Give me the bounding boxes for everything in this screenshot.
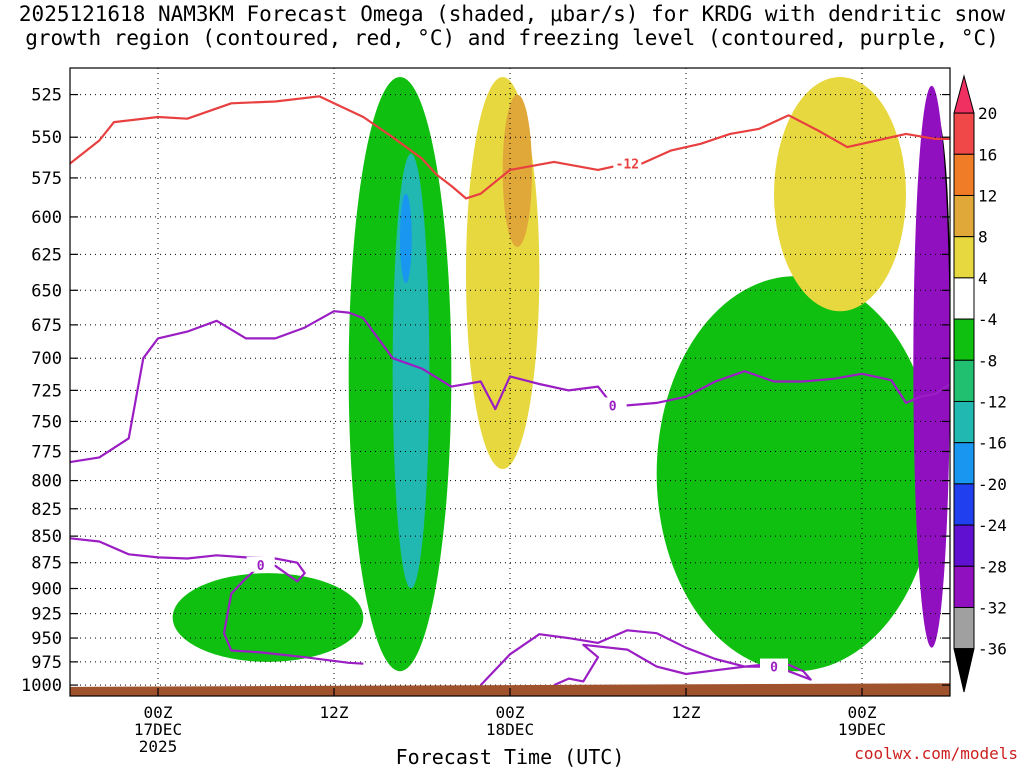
colorbar-label-9: -20	[978, 475, 1007, 494]
x-tick-label-18-0: 12Z	[320, 703, 349, 722]
chart-title-line-1: 2025121618 NAM3KM Forecast Omega (shaded…	[18, 2, 1006, 26]
y-tick-label-875: 875	[31, 554, 62, 574]
x-tick-label-30-1: 18DEC	[486, 720, 534, 739]
contour-label-bg-3	[246, 556, 275, 572]
colorbar-label-7: -12	[978, 392, 1007, 411]
x-tick-label-6-1: 17DEC	[134, 720, 182, 739]
colorbar-label-6: -8	[978, 351, 997, 370]
y-tick-label-825: 825	[31, 500, 62, 520]
colorbar-label-8: -16	[978, 434, 1007, 453]
omega-shading-layer	[172, 76, 950, 672]
y-tick-label-550: 550	[31, 128, 62, 148]
x-axis-label: Forecast Time (UTC)	[396, 745, 625, 768]
colorbar-swatch-7	[953, 359, 975, 402]
colorbar-swatch-1	[953, 112, 975, 155]
credit-text: coolwx.com/models	[854, 744, 1018, 763]
colorbar-swatch-11	[953, 524, 975, 567]
colorbar-swatch-4	[953, 236, 975, 279]
contour-label-4: 0	[770, 661, 778, 676]
contour-line-1	[70, 95, 950, 200]
chart-title-line-2: growth region (contoured, red, °C) and f…	[25, 26, 999, 50]
y-tick-label-950: 950	[31, 629, 62, 649]
omega-region-3	[400, 193, 412, 284]
y-tick-label-750: 750	[31, 412, 62, 432]
colorbar-swatch-8	[953, 400, 975, 444]
y-axis: 525 550 575 600 625 650 675 700 725 750 775 800 825 8…	[21, 86, 950, 696]
x-tick-label-6-0: 00Z	[144, 703, 173, 722]
colorbar-swatch-6	[953, 318, 975, 361]
colorbar-swatch-5	[953, 277, 975, 320]
colorbar-label-10: -24	[978, 516, 1007, 535]
y-tick-label-850: 850	[31, 527, 62, 547]
x-tick-label-30-0: 00Z	[496, 703, 525, 722]
contour-label-1: -12	[616, 157, 639, 172]
omega-region-9	[502, 94, 532, 247]
colorbar-label-11: -28	[978, 557, 1007, 576]
y-tick-label-925: 925	[31, 605, 62, 625]
omega-region-4	[172, 573, 364, 662]
colorbar-swatch-12	[953, 565, 975, 608]
omega-region-5	[656, 276, 936, 672]
y-tick-label-975: 975	[31, 653, 62, 673]
y-tick-label-675: 675	[31, 316, 62, 336]
contour-label-3: 0	[257, 559, 265, 574]
colorbar-label-1: 16	[978, 145, 997, 164]
contour-line-2	[70, 310, 950, 464]
colorbar-label-5: -4	[978, 310, 997, 329]
colorbar-label-12: -32	[978, 598, 1007, 617]
colorbar: 20 16 12 8 4 -4 -8 -12 -16 -20 -24 -28 -32 -36	[953, 74, 1007, 693]
contour-layer: -12 0 0 0	[70, 95, 950, 687]
colorbar-label-13: -36	[978, 640, 1007, 659]
x-tick-label-42-0: 12Z	[672, 703, 701, 722]
x-tick-label-54-1: 19DEC	[838, 720, 886, 739]
y-tick-label-775: 775	[31, 442, 62, 462]
colorbar-label-4: 4	[978, 269, 988, 288]
contour-line-3	[70, 537, 364, 665]
x-tick-label-54-0: 00Z	[848, 703, 877, 722]
colorbar-swatch-3	[953, 194, 975, 238]
y-tick-label-900: 900	[31, 580, 62, 600]
contour-label-bg-1	[613, 155, 642, 171]
y-tick-label-725: 725	[31, 381, 62, 401]
contour-line-4	[479, 629, 812, 687]
y-tick-label-600: 600	[31, 208, 62, 228]
colorbar-swatch-9	[953, 442, 975, 485]
colorbar-swatch-2	[953, 153, 975, 196]
y-tick-label-525: 525	[31, 86, 62, 106]
colorbar-cap-bottom	[953, 648, 975, 693]
colorbar-swatch-13	[953, 606, 975, 650]
y-tick-label-700: 700	[31, 349, 62, 369]
colorbar-swatch-10	[953, 483, 975, 526]
x-tick-label-6-2: 2025	[139, 737, 178, 756]
omega-region-7	[913, 85, 950, 648]
y-tick-label-800: 800	[31, 472, 62, 492]
y-tick-label-650: 650	[31, 281, 62, 301]
y-tick-label-1000: 1000	[21, 676, 62, 696]
contour-label-2: 0	[609, 399, 617, 414]
y-tick-label-625: 625	[31, 245, 62, 265]
colorbar-label-0: 20	[978, 104, 997, 123]
omega-region-10	[774, 76, 906, 312]
contour-label-bg-4	[760, 658, 788, 674]
y-tick-label-575: 575	[31, 169, 62, 189]
colorbar-label-3: 8	[978, 228, 988, 247]
colorbar-label-2: 12	[978, 186, 997, 205]
colorbar-cap-top	[953, 74, 975, 114]
contour-label-bg-2	[598, 397, 627, 413]
